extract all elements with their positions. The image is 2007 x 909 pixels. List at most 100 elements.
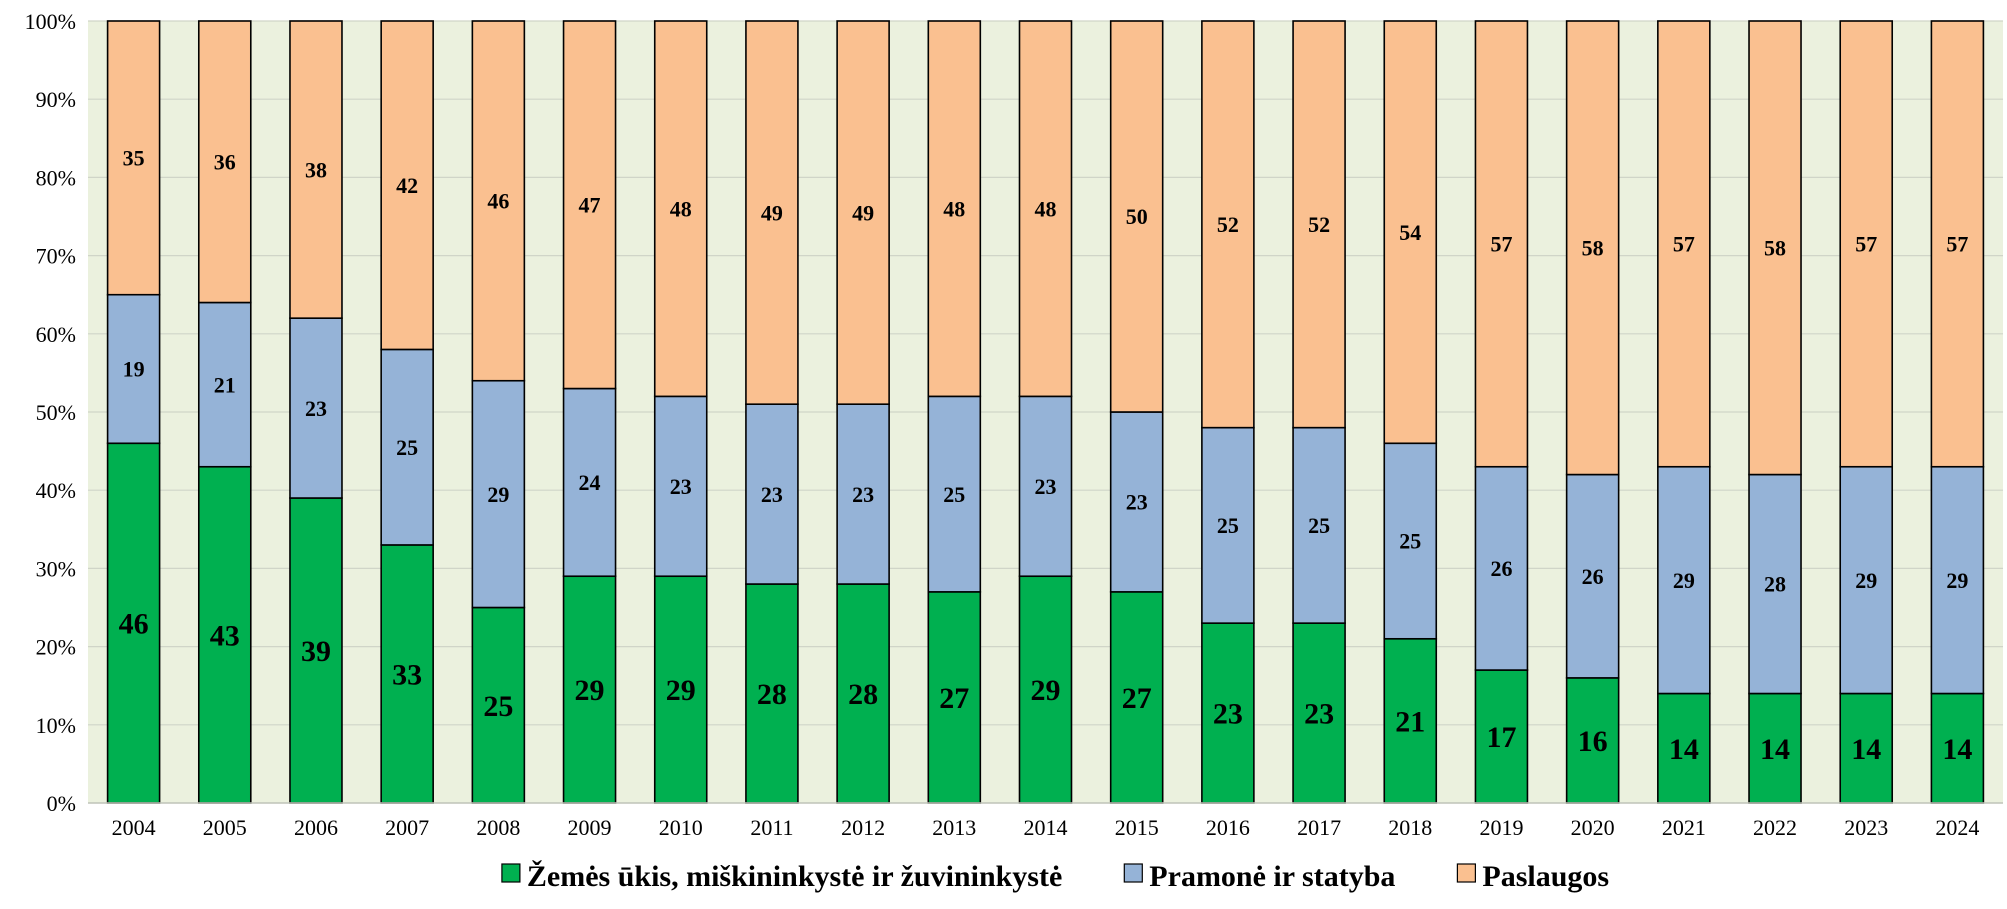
data-label: 23	[1035, 474, 1057, 499]
legend-item: Paslaugos	[1456, 860, 1609, 893]
bar-segment	[562, 387, 617, 578]
bar-segment	[197, 301, 252, 468]
data-label: 23	[1213, 698, 1243, 731]
bar-segment	[653, 20, 708, 398]
data-label: 25	[943, 482, 965, 507]
data-label: 26	[1490, 556, 1512, 581]
data-label: 48	[1035, 196, 1057, 221]
bar-segment	[927, 395, 982, 593]
bar-segment	[380, 20, 434, 351]
data-label: 23	[852, 482, 874, 507]
bar-segment	[1565, 20, 1620, 476]
data-label: 28	[757, 678, 787, 711]
legend-swatch	[501, 863, 521, 883]
data-label: 57	[1855, 232, 1877, 257]
data-label: 58	[1764, 235, 1786, 260]
bar-segment	[1201, 426, 1255, 624]
bar-segment	[289, 20, 343, 319]
y-tick-label: 40%	[36, 478, 76, 503]
bar-segment	[836, 403, 890, 585]
bar-segment	[1565, 677, 1620, 804]
bar-segment	[1383, 20, 1438, 445]
data-label: 28	[848, 678, 878, 711]
bar-segment	[471, 20, 526, 382]
bar-segment	[927, 20, 982, 398]
legend-label: Paslaugos	[1482, 860, 1609, 893]
data-label: 27	[1122, 682, 1152, 715]
data-label: 43	[210, 619, 240, 652]
x-tick-label: 2005	[203, 815, 247, 840]
x-tick-label: 2016	[1206, 815, 1250, 840]
data-label: 47	[579, 192, 601, 217]
data-label: 27	[939, 682, 969, 715]
bar-segment	[1930, 20, 1985, 468]
data-label: 58	[1582, 235, 1604, 260]
data-label: 35	[123, 146, 145, 171]
x-tick-label: 2011	[750, 815, 793, 840]
bar-segment	[1748, 20, 1802, 476]
bar-segment	[1657, 20, 1711, 468]
x-tick-label: 2024	[1935, 815, 1979, 840]
bar-segment	[1565, 473, 1620, 679]
data-label: 21	[214, 372, 236, 397]
bar-segment	[1839, 20, 1894, 468]
data-label: 28	[1764, 572, 1786, 597]
data-label: 57	[1673, 232, 1695, 257]
data-label: 46	[119, 608, 149, 641]
data-label: 52	[1308, 212, 1330, 237]
bar-segment	[1839, 465, 1894, 695]
legend-label: Žemės ūkis, miškininkystė ir žuvininkyst…	[527, 860, 1062, 893]
bar-segment	[1474, 20, 1529, 468]
bar-segment	[562, 20, 617, 390]
data-label: 36	[214, 149, 236, 174]
data-label: 23	[1126, 490, 1148, 515]
data-label: 42	[396, 173, 418, 198]
x-tick-label: 2018	[1388, 815, 1432, 840]
legend-item: Žemės ūkis, miškininkystė ir žuvininkyst…	[501, 860, 1062, 893]
data-label: 33	[392, 658, 422, 691]
data-labels: 46 19 35 43 21 36 39 23 38 33 25 42 25 29 46 29 24 47 29 23…	[119, 146, 1973, 766]
legend-swatch	[1123, 863, 1143, 883]
x-tick-label: 2009	[568, 815, 612, 840]
bar-segment	[1018, 395, 1073, 578]
x-tick-label: 2015	[1115, 815, 1159, 840]
data-label: 38	[305, 157, 327, 182]
y-tick-label: 90%	[36, 87, 76, 112]
x-tick-label: 2021	[1662, 815, 1706, 840]
data-label: 14	[1942, 733, 1972, 766]
y-tick-label: 50%	[36, 400, 76, 425]
data-label: 23	[761, 482, 783, 507]
data-label: 24	[579, 470, 601, 495]
legend-item: Pramonė ir statyba	[1123, 860, 1395, 893]
data-label: 29	[487, 482, 509, 507]
bar-segment	[745, 20, 799, 405]
data-label: 49	[852, 200, 874, 225]
x-tick-label: 2020	[1571, 815, 1615, 840]
bar-segment	[1109, 20, 1164, 413]
x-tick-label: 2014	[1024, 815, 1068, 840]
y-tick-label: 100%	[25, 9, 76, 34]
bar-segment	[1748, 473, 1802, 695]
data-label: 21	[1395, 705, 1425, 738]
data-label: 16	[1578, 725, 1608, 758]
bar-segment	[1201, 20, 1255, 429]
legend: Žemės ūkis, miškininkystė ir žuvininkyst…	[501, 860, 1609, 893]
bars	[106, 20, 1985, 804]
data-label: 14	[1760, 733, 1790, 766]
data-label: 17	[1486, 721, 1516, 754]
x-tick-label: 2008	[476, 815, 520, 840]
data-label: 29	[575, 674, 605, 707]
x-tick-label: 2013	[932, 815, 976, 840]
bar-segment	[745, 403, 799, 585]
x-tick-label: 2023	[1844, 815, 1888, 840]
y-tick-label: 10%	[36, 713, 76, 738]
bar-segment	[197, 20, 252, 304]
legend-label: Pramonė ir statyba	[1149, 860, 1395, 893]
data-label: 50	[1126, 204, 1148, 229]
data-label: 52	[1217, 212, 1239, 237]
x-tick-label: 2019	[1479, 815, 1523, 840]
data-label: 48	[943, 196, 965, 221]
bar-segment	[1657, 692, 1711, 804]
